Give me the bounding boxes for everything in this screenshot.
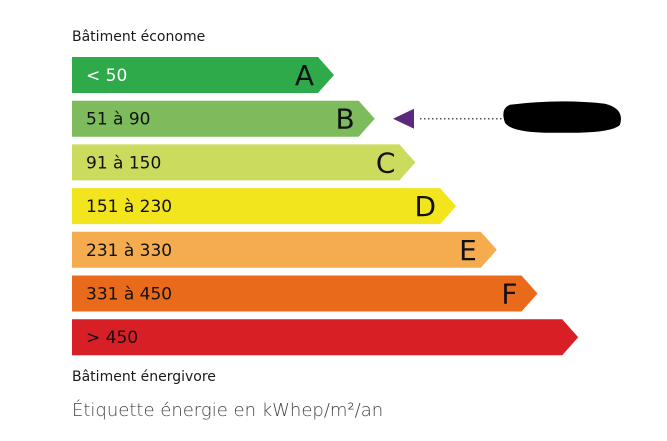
footer-caption: Étiquette énergie en kWhep/m²/an — [72, 400, 384, 421]
energy-class-g: > 450 — [72, 319, 579, 356]
class-letter: D — [415, 190, 437, 223]
current-rating-indicator — [393, 101, 621, 133]
bottom-label-inefficient: Bâtiment énergivore — [72, 369, 216, 385]
energy-class-d: 151 à 230 D — [72, 188, 457, 225]
class-bar — [72, 275, 538, 312]
class-bar — [72, 57, 334, 93]
class-bar — [72, 144, 416, 181]
redacted-value — [503, 101, 621, 133]
pointer-arrow-icon — [393, 108, 414, 129]
energy-class-b: 51 à 90 B — [72, 100, 375, 137]
class-range-label: 331 à 450 — [86, 285, 172, 305]
class-range-label: > 450 — [86, 328, 138, 348]
class-range-label: 231 à 330 — [86, 241, 172, 261]
class-range-label: 151 à 230 — [86, 197, 172, 217]
top-label-efficient: Bâtiment économe — [72, 29, 206, 45]
energy-class-f: 331 à 450 F — [72, 275, 538, 312]
class-range-label: 51 à 90 — [86, 110, 151, 130]
class-range-label: < 50 — [86, 66, 127, 86]
energy-class-e: 231 à 330 E — [72, 231, 497, 268]
class-bar — [72, 188, 457, 225]
class-bar — [72, 231, 497, 268]
class-letter: C — [376, 146, 396, 179]
class-bar — [72, 319, 579, 356]
class-range-label: 91 à 150 — [86, 153, 161, 173]
class-bar — [72, 100, 375, 137]
class-letter: A — [295, 59, 314, 92]
class-letter: E — [459, 234, 477, 267]
energy-class-c: 91 à 150 C — [72, 144, 416, 181]
class-letter: B — [335, 103, 354, 136]
class-letter: F — [501, 278, 517, 311]
energy-class-a: < 50 A — [72, 57, 334, 93]
